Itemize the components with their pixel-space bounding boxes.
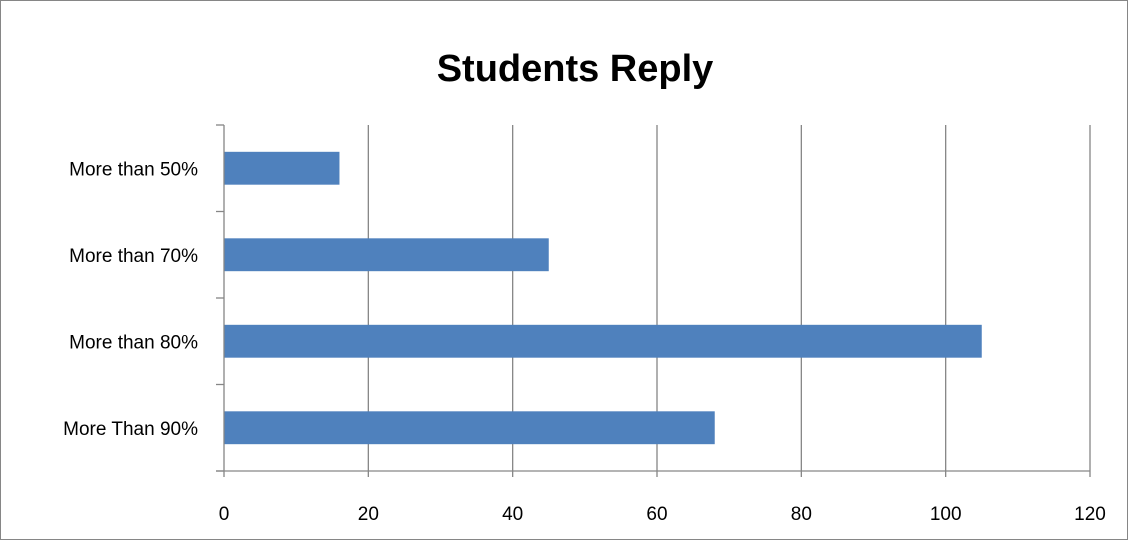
bar-4	[224, 411, 715, 445]
x-tick-label: 20	[358, 504, 379, 525]
category-label: More than 70%	[69, 246, 198, 267]
bar-1	[224, 151, 340, 185]
x-tick-label: 80	[791, 504, 812, 525]
tick-labels: 0 20 40 60 80 100 120 More than 50% More than 70…	[63, 159, 1106, 525]
category-label: More than 50%	[69, 159, 198, 180]
category-label: More Than 90%	[63, 419, 198, 440]
bars	[224, 151, 982, 445]
x-tick-label: 60	[646, 504, 667, 525]
x-tick-label: 40	[502, 504, 523, 525]
chart-title: Students Reply	[437, 48, 714, 90]
category-label: More than 80%	[69, 332, 198, 353]
axes	[216, 124, 1091, 477]
x-tick-label: 100	[930, 504, 962, 525]
bar-3	[224, 324, 982, 358]
x-tick-label: 0	[219, 504, 230, 525]
bar-2	[224, 238, 549, 272]
x-tick-label: 120	[1074, 504, 1106, 525]
